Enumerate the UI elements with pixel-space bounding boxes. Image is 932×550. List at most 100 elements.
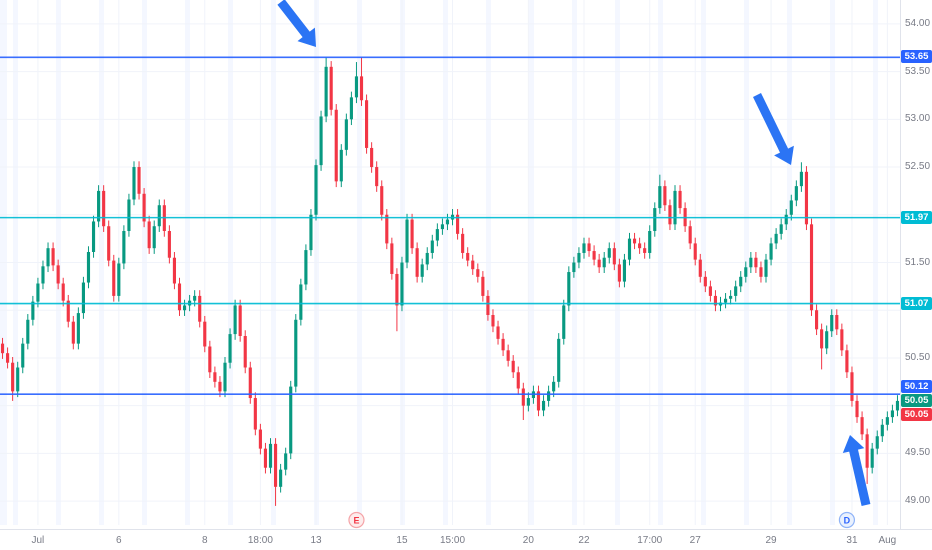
candle-body xyxy=(476,269,480,277)
candle-body xyxy=(11,362,15,392)
candle-body xyxy=(678,190,682,209)
candle-body xyxy=(314,165,318,215)
candle-body xyxy=(481,276,485,296)
candle-body xyxy=(744,267,748,277)
candle-body xyxy=(339,149,343,182)
candle-body xyxy=(708,286,712,296)
candle-body xyxy=(56,265,60,284)
price-label-50-12: 50.12 xyxy=(901,380,932,394)
time-axis-tick: Jul xyxy=(31,535,45,546)
candle-body xyxy=(870,448,874,468)
candle-body xyxy=(830,315,834,332)
candle-body xyxy=(607,248,611,258)
price-axis-tick: 49.00 xyxy=(905,495,931,507)
price-label-50-05: 50.05 xyxy=(901,393,932,407)
candle-body xyxy=(840,329,844,351)
candle-body xyxy=(329,66,333,110)
candle-body xyxy=(198,295,202,322)
candle-body xyxy=(46,248,50,267)
candle-body xyxy=(653,208,657,231)
candle-body xyxy=(182,305,187,311)
candle-body xyxy=(587,243,591,252)
candle-body xyxy=(344,119,348,150)
candle-body xyxy=(734,286,738,296)
candle-body xyxy=(132,167,136,200)
candle-body xyxy=(784,214,788,225)
candle-body xyxy=(794,186,798,201)
candle-body xyxy=(855,400,859,418)
dividends-marker[interactable]: D xyxy=(838,511,856,529)
candle-body xyxy=(875,436,879,449)
candle-body xyxy=(167,231,171,258)
price-axis-tick: 53.50 xyxy=(905,65,931,77)
candle-body xyxy=(425,252,429,265)
price-label-51-07: 51.07 xyxy=(901,296,932,310)
candle-body xyxy=(380,186,384,215)
candle-body xyxy=(36,283,40,302)
candle-body xyxy=(456,214,460,234)
time-axis-tick: 18:00 xyxy=(247,535,273,546)
candle-body xyxy=(400,262,404,306)
candle-body xyxy=(496,326,500,339)
price-axis-tick: 49.50 xyxy=(905,447,931,459)
candle-body xyxy=(612,248,616,265)
candle-body xyxy=(430,240,434,253)
candle-body xyxy=(769,243,773,260)
arrow-annotation[interactable] xyxy=(753,93,794,165)
candle-body xyxy=(749,257,753,268)
candle-body xyxy=(658,186,662,209)
time-axis-tick: 15:00 xyxy=(440,535,466,546)
candle-body xyxy=(16,367,20,392)
time-axis[interactable]: Jul 6 8 18:00 13 15 15:00 20 22 17:00 27 29 31 Aug xyxy=(0,529,932,550)
candle-body xyxy=(491,315,495,327)
candle-body xyxy=(248,367,252,399)
candle-body xyxy=(273,443,278,487)
candle-body xyxy=(602,257,606,268)
candle-body xyxy=(284,453,288,470)
candle-body xyxy=(764,259,768,277)
candle-body xyxy=(759,267,763,277)
candle-body xyxy=(673,190,677,225)
candle-body xyxy=(370,147,374,168)
candle-body xyxy=(729,295,733,299)
candle-body xyxy=(41,266,45,284)
candle-body xyxy=(511,360,515,373)
candle-body xyxy=(66,300,70,322)
dividends-marker-circle[interactable] xyxy=(838,511,856,529)
candle-body xyxy=(213,372,217,382)
candle-body xyxy=(526,398,530,406)
candle-body xyxy=(26,319,30,344)
candle-body xyxy=(349,97,353,120)
candle-body xyxy=(309,214,313,251)
earnings-marker-circle[interactable] xyxy=(348,511,365,529)
candle-body xyxy=(825,331,829,349)
price-axis[interactable]: 54.00 53.50 53.00 52.50 51.50 50.50 49.50 49.00… xyxy=(900,0,932,529)
candle-body xyxy=(359,76,364,101)
candle-body xyxy=(552,381,556,392)
arrow-annotation[interactable] xyxy=(842,435,871,506)
earnings-marker-letter: E xyxy=(353,516,359,526)
candle-body xyxy=(243,336,247,368)
price-axis-tick: 51.50 xyxy=(905,256,931,268)
arrow-annotation[interactable] xyxy=(277,0,316,47)
time-axis-tick: 29 xyxy=(765,535,777,546)
candle-body xyxy=(91,221,96,252)
time-axis-tick: 31 xyxy=(846,535,858,546)
candle-body xyxy=(142,193,146,222)
earnings-marker[interactable]: E xyxy=(348,511,365,529)
candle-body xyxy=(127,199,131,231)
candle-body xyxy=(152,226,156,249)
candle-body xyxy=(177,283,182,311)
candle-body xyxy=(698,259,702,277)
candle-body xyxy=(501,338,505,351)
candle-body xyxy=(117,263,121,296)
time-axis-tick: 13 xyxy=(310,535,322,546)
candle-body xyxy=(627,238,632,260)
candle-body xyxy=(723,298,728,303)
candle-body xyxy=(860,417,864,435)
candle-body xyxy=(541,400,546,411)
candle-body xyxy=(643,248,647,253)
candle-body xyxy=(445,219,450,225)
candle-body xyxy=(289,386,293,454)
